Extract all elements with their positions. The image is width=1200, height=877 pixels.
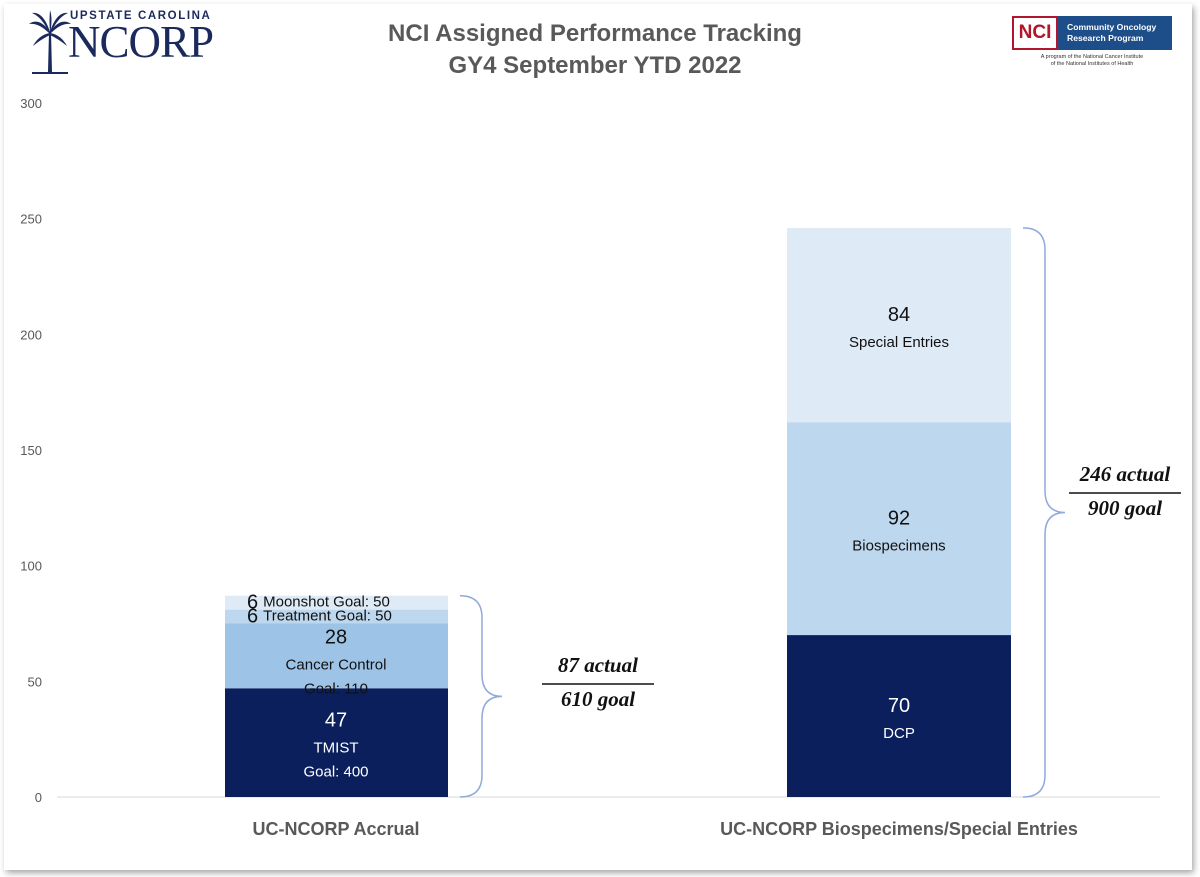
bar-segment <box>225 595 448 610</box>
program-subtitle-line2: of the National Institutes of Health <box>1050 61 1134 67</box>
logo-top-text: UPSTATE CAROLINA <box>70 10 212 22</box>
segment-value: 92 <box>888 508 910 530</box>
segment-label: Treatment Goal: 50 <box>263 608 392 625</box>
nci-badge: NCI <box>1012 16 1058 50</box>
y-tick-label: 250 <box>20 212 42 227</box>
segment-label: Goal: 400 <box>303 764 368 781</box>
x-category-label: UC-NCORP Biospecimens/Special Entries <box>720 819 1078 839</box>
y-tick-label: 200 <box>20 327 42 342</box>
total-brace <box>459 594 503 798</box>
x-category-label: UC-NCORP Accrual <box>252 819 419 839</box>
total-goal: 610 goal <box>561 687 635 711</box>
y-tick-label: 300 <box>20 96 42 111</box>
y-tick-label: 150 <box>20 443 42 458</box>
bar-segment <box>787 422 1011 636</box>
program-subtitle: A program of the National Cancer Institu… <box>1012 54 1172 68</box>
bar-segment <box>225 688 448 797</box>
chart-title-line1: NCI Assigned Performance Tracking <box>388 20 802 47</box>
segment-value: 28 <box>325 627 347 649</box>
segment-value: 70 <box>888 695 910 717</box>
segment-value: 84 <box>888 304 910 326</box>
segment-label: Cancer Control <box>286 657 387 674</box>
nci-ncorp-logo: NCI Community Oncology Research Program … <box>1012 16 1172 68</box>
total-actual: 246 actual <box>1079 462 1171 486</box>
segment-label: Special Entries <box>849 334 949 351</box>
upstate-carolina-ncorp-logo: UPSTATE CAROLINA NCORP <box>28 10 233 76</box>
chart-title: NCI Assigned Performance Tracking GY4 Se… <box>300 18 890 82</box>
bar-segment <box>787 635 1011 797</box>
y-tick-label: 0 <box>35 790 42 805</box>
bar-segment <box>787 227 1011 423</box>
segment-inline-label: 6 Treatment Goal: 50 <box>247 606 392 628</box>
logo-main-text: NCORP <box>68 17 214 67</box>
total-brace <box>1022 227 1066 798</box>
segment-value: 6 <box>247 592 258 614</box>
program-name: Community Oncology Research Program <box>1058 16 1172 50</box>
bar-segment <box>225 623 448 689</box>
segment-value: 47 <box>325 710 347 732</box>
segment-label: Moonshot Goal: 50 <box>263 594 390 611</box>
total-goal: 900 goal <box>1088 496 1162 520</box>
y-tick-label: 50 <box>28 674 42 689</box>
y-tick-label: 100 <box>20 559 42 574</box>
segment-label: DCP <box>883 725 915 742</box>
segment-value: 6 <box>247 606 258 628</box>
segment-label: Biospecimens <box>852 538 945 555</box>
total-actual: 87 actual <box>558 653 638 677</box>
bar-segment <box>225 609 448 624</box>
program-name-line1: Community Oncology <box>1067 22 1157 32</box>
segment-label: Goal: 110 <box>304 681 368 698</box>
palmetto-tree-icon <box>29 10 71 74</box>
segment-inline-label: 6 Moonshot Goal: 50 <box>247 592 390 614</box>
program-name-line2: Research Program <box>1067 33 1144 43</box>
chart-title-line2: GY4 September YTD 2022 <box>448 52 742 79</box>
program-subtitle-line1: A program of the National Cancer Institu… <box>1040 54 1144 60</box>
segment-label: TMIST <box>314 740 359 757</box>
